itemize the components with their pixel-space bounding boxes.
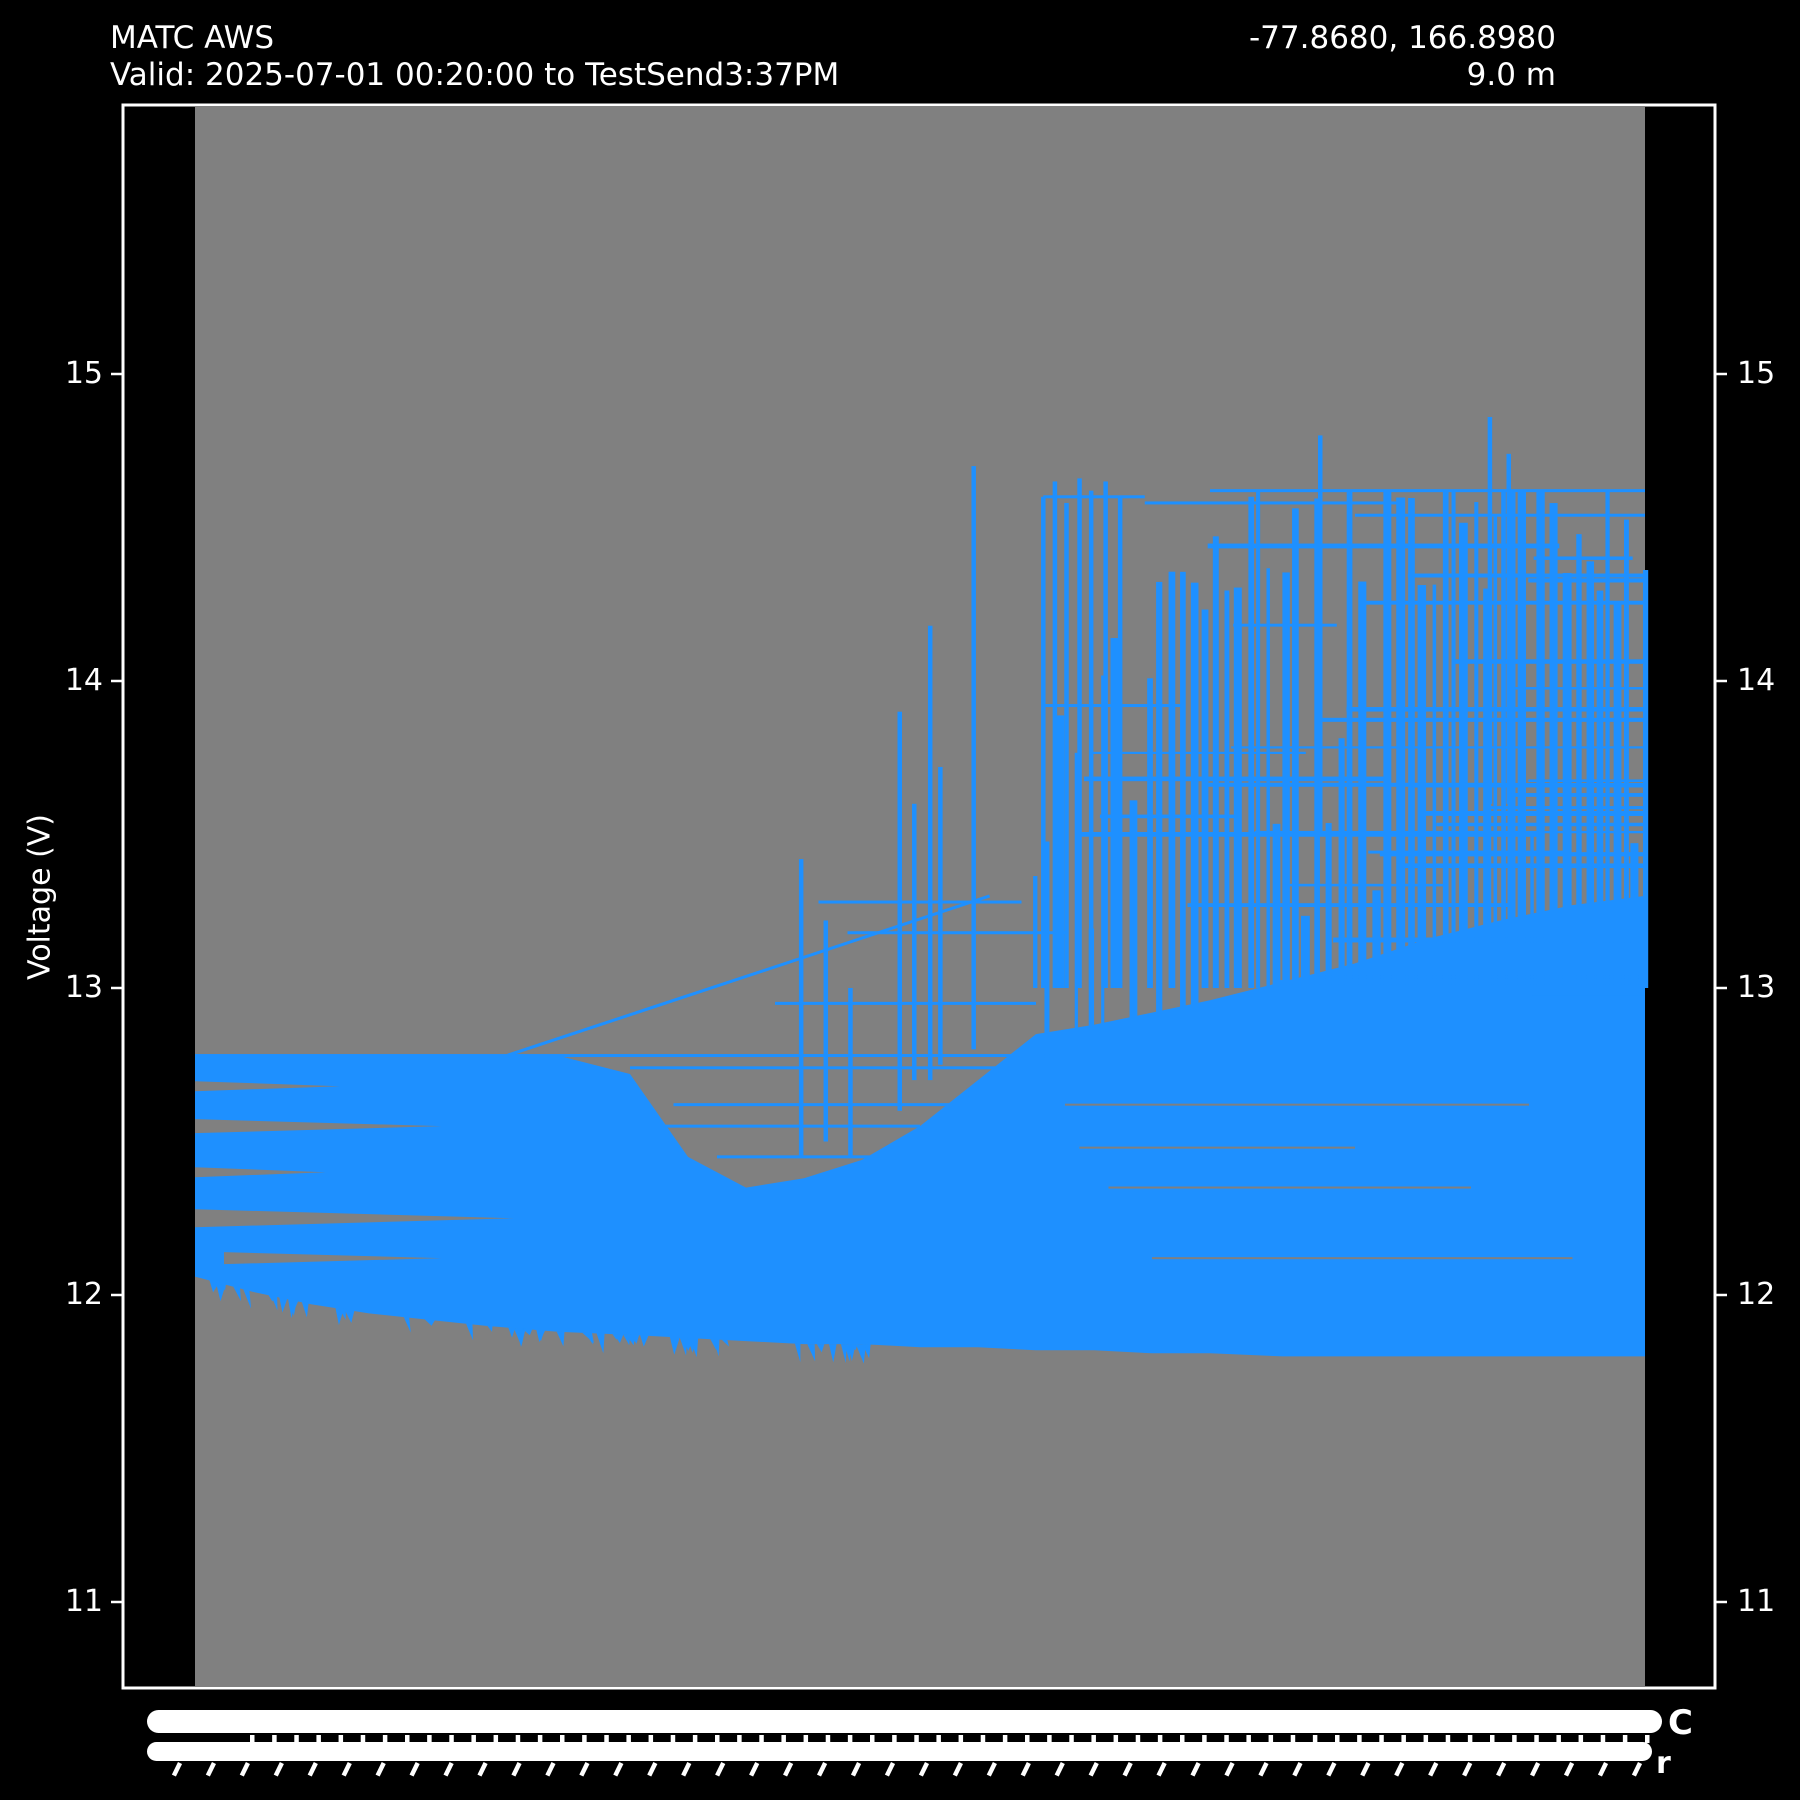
y-tick-label-l: 14 — [64, 662, 103, 698]
y-tick-label-r: 14 — [1737, 662, 1776, 698]
y-tick-label-r: 15 — [1737, 355, 1776, 391]
valid-range-subtitle: Valid: 2025-07-01 00:20:00 to TestSend3:… — [110, 57, 840, 93]
page-title: MATC AWS — [110, 20, 275, 56]
y-tick-label-r: 11 — [1737, 1583, 1776, 1619]
y-tick-label-r: 12 — [1737, 1276, 1776, 1312]
y-tick-label-l: 15 — [64, 355, 103, 391]
y-axis-label: Voltage (V) — [22, 814, 58, 980]
y-tick-label-l: 12 — [64, 1276, 103, 1312]
plot-frame — [111, 103, 1727, 1690]
y-tick-label-l: 13 — [64, 969, 103, 1005]
station-coordinates: -77.8680, 166.8980 — [1248, 20, 1556, 56]
smear-end-glyph-bottom: r — [1656, 1746, 1671, 1781]
voltage-series — [195, 416, 1649, 1364]
y-tick-label-l: 11 — [64, 1583, 103, 1619]
x-axis-label-smear: Cr — [147, 1703, 1693, 1781]
smear-end-glyph-top: C — [1668, 1703, 1693, 1743]
station-elevation: 9.0 m — [1466, 57, 1556, 93]
y-tick-label-r: 13 — [1737, 969, 1776, 1005]
shaded-valid-region — [195, 107, 1645, 1686]
